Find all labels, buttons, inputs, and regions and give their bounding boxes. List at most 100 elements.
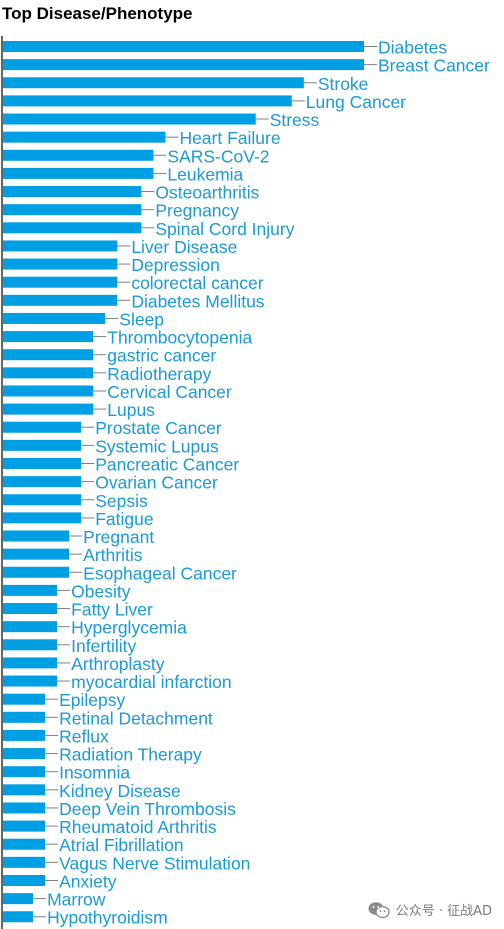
bar-label: Prostate Cancer <box>95 418 222 438</box>
bar <box>3 421 82 433</box>
bar <box>3 113 256 125</box>
bar-label: Sepsis <box>95 491 148 511</box>
bar <box>3 621 58 633</box>
bar-label: SARS-CoV-2 <box>167 146 269 166</box>
watermark: 公众号 · 征战AD <box>368 900 492 919</box>
bar <box>3 59 364 71</box>
bar-label: Marrow <box>47 890 106 910</box>
bar <box>3 729 46 741</box>
watermark-text: 公众号 · 征战AD <box>395 904 492 919</box>
bar-label: Pancreatic Cancer <box>95 454 239 474</box>
bar <box>3 893 34 905</box>
bar-label: Breast Cancer <box>378 56 490 76</box>
bar <box>3 222 142 234</box>
bar-label: Kidney Disease <box>59 781 181 801</box>
bar-label: Atrial Fibrillation <box>59 835 183 855</box>
bar <box>3 566 70 578</box>
bar-label: Systemic Lupus <box>95 436 219 456</box>
bar <box>3 258 118 270</box>
chart-title: Top Disease/Phenotype <box>2 4 193 23</box>
bar-label: Cervical Cancer <box>107 382 232 402</box>
bar <box>3 639 58 651</box>
bar-label: Pregnancy <box>155 201 239 221</box>
bar-label: Depression <box>131 255 220 275</box>
bar <box>3 131 166 143</box>
bar-label: Esophageal Cancer <box>83 563 237 583</box>
bar-label: Osteoarthritis <box>155 183 259 203</box>
bar-label: Retinal Detachment <box>59 708 213 728</box>
bar <box>3 476 82 488</box>
bar <box>3 711 46 723</box>
bar-label: Anxiety <box>59 871 117 891</box>
bar-label: Fatigue <box>95 509 153 529</box>
bar-label: Stroke <box>318 74 369 94</box>
bar-label: Thrombocytopenia <box>107 328 252 348</box>
bar <box>3 167 154 179</box>
bar <box>3 838 46 850</box>
bar <box>3 240 118 252</box>
bar <box>3 494 82 506</box>
bar <box>3 367 94 379</box>
bar <box>3 312 106 324</box>
bar <box>3 439 82 451</box>
bar-label: Hyperglycemia <box>71 618 187 638</box>
bar <box>3 149 154 161</box>
bar-label: Obesity <box>71 581 131 601</box>
bar-label: Spinal Cord Injury <box>155 219 294 239</box>
bar-label: Lupus <box>107 400 155 420</box>
bar <box>3 41 364 52</box>
bar-label: Fatty Liver <box>71 600 153 620</box>
bar-label: Heart Failure <box>179 128 280 148</box>
bar <box>3 548 70 560</box>
bar-label: Radiation Therapy <box>59 745 202 765</box>
bar <box>3 874 46 886</box>
bar <box>3 856 46 868</box>
bar <box>3 603 58 615</box>
bar-label: gastric cancer <box>107 346 216 366</box>
bar <box>3 657 58 669</box>
bar-label: Sleep <box>119 309 164 329</box>
bar <box>3 349 94 361</box>
bar <box>3 784 46 796</box>
bar <box>3 331 94 343</box>
wechat-icon <box>368 901 390 918</box>
bar <box>3 675 58 687</box>
bar <box>3 95 292 107</box>
bar-label: Pregnant <box>83 527 154 547</box>
bar-label: Leukemia <box>167 164 243 184</box>
bar <box>3 766 46 778</box>
bar-label: Ovarian Cancer <box>95 473 218 493</box>
bar <box>3 802 46 814</box>
bar <box>3 403 94 415</box>
bar-label: Infertility <box>71 636 136 656</box>
bar <box>3 530 70 542</box>
bar-label: Diabetes Mellitus <box>131 291 264 311</box>
bar <box>3 911 34 923</box>
bar-label: colorectal cancer <box>131 273 263 293</box>
bar <box>3 457 82 469</box>
bar <box>3 385 94 397</box>
bar-label: Epilepsy <box>59 690 125 710</box>
bar <box>3 820 46 832</box>
bar-label: myocardial infarction <box>71 672 231 692</box>
bar-label: Stress <box>270 110 320 130</box>
bar <box>3 693 46 705</box>
bar-label: Arthroplasty <box>71 654 165 674</box>
bar <box>3 294 118 306</box>
bar <box>3 512 82 524</box>
bar-label: Arthritis <box>83 545 143 565</box>
bar-label: Deep Vein Thrombosis <box>59 799 236 819</box>
bar <box>3 77 304 89</box>
bar <box>3 204 142 216</box>
bar-label: Rheumatoid Arthritis <box>59 817 217 837</box>
bar <box>3 584 58 596</box>
bar <box>3 748 46 760</box>
bar <box>3 186 142 198</box>
bar-label: Diabetes <box>378 38 447 58</box>
bar-label: Radiotherapy <box>107 364 211 384</box>
bar <box>3 276 118 288</box>
bar-label: Liver Disease <box>131 237 237 257</box>
bar-label: Lung Cancer <box>306 92 406 112</box>
